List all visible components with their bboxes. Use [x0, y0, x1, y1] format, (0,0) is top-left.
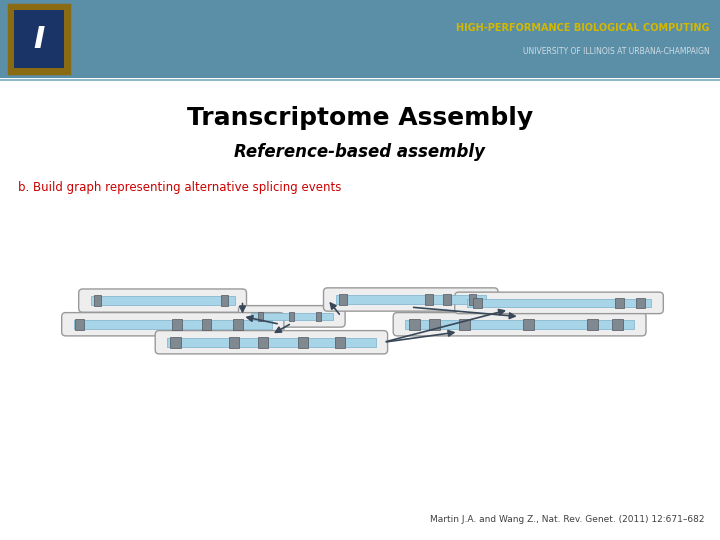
Text: HIGH-PERFORMANCE BIOLOGICAL COMPUTING: HIGH-PERFORMANCE BIOLOGICAL COMPUTING [456, 23, 710, 33]
FancyBboxPatch shape [14, 10, 64, 68]
Bar [289, 312, 294, 321]
Bar [335, 337, 345, 348]
Bar [233, 319, 243, 330]
Text: Transcriptome Assembly: Transcriptome Assembly [187, 106, 533, 130]
Text: I: I [33, 24, 45, 53]
Bar [336, 295, 486, 304]
FancyArrowPatch shape [247, 316, 277, 323]
FancyBboxPatch shape [9, 5, 69, 73]
Bar [251, 313, 333, 320]
Bar [91, 296, 235, 305]
Bar [339, 294, 347, 305]
Bar [316, 312, 320, 321]
Bar [409, 319, 420, 330]
Bar [221, 295, 228, 306]
Bar [229, 337, 239, 348]
Text: Martin J.A. and Wang Z., Nat. Rev. Genet. (2011) 12:671–682: Martin J.A. and Wang Z., Nat. Rev. Genet… [431, 516, 705, 524]
Bar [588, 319, 598, 330]
Bar [94, 295, 102, 306]
Bar [425, 294, 433, 305]
FancyBboxPatch shape [455, 292, 663, 314]
FancyBboxPatch shape [62, 313, 284, 336]
FancyArrowPatch shape [387, 330, 454, 342]
Bar [258, 312, 263, 321]
FancyArrowPatch shape [240, 303, 246, 312]
Bar [202, 319, 211, 330]
Text: Reference-based assembly: Reference-based assembly [235, 143, 485, 161]
FancyArrowPatch shape [330, 303, 339, 314]
Bar [636, 298, 645, 308]
FancyBboxPatch shape [78, 289, 246, 312]
FancyArrowPatch shape [276, 325, 289, 332]
FancyArrowPatch shape [413, 307, 515, 319]
Bar [171, 337, 181, 348]
Bar [469, 294, 477, 305]
Bar [172, 319, 181, 330]
Text: UNIVERSITY OF ILLINOIS AT URBANA-CHAMPAIGN: UNIVERSITY OF ILLINOIS AT URBANA-CHAMPAI… [523, 48, 710, 57]
Bar [167, 338, 376, 347]
Bar [405, 320, 634, 328]
Bar [0, 0, 720, 78]
Bar [616, 298, 624, 308]
Bar [75, 319, 84, 330]
FancyArrowPatch shape [387, 309, 505, 342]
Bar [258, 337, 268, 348]
Bar [429, 319, 441, 330]
Bar [473, 298, 482, 308]
FancyBboxPatch shape [156, 330, 387, 354]
Bar [613, 319, 624, 330]
Bar [523, 319, 534, 330]
FancyBboxPatch shape [393, 313, 646, 336]
Bar [297, 337, 307, 348]
Text: b. Build graph representing alternative splicing events: b. Build graph representing alternative … [18, 181, 341, 194]
Bar [459, 319, 470, 330]
FancyBboxPatch shape [323, 288, 498, 311]
FancyBboxPatch shape [238, 306, 345, 327]
Bar [73, 320, 272, 328]
Bar [467, 299, 652, 307]
Bar [444, 294, 451, 305]
